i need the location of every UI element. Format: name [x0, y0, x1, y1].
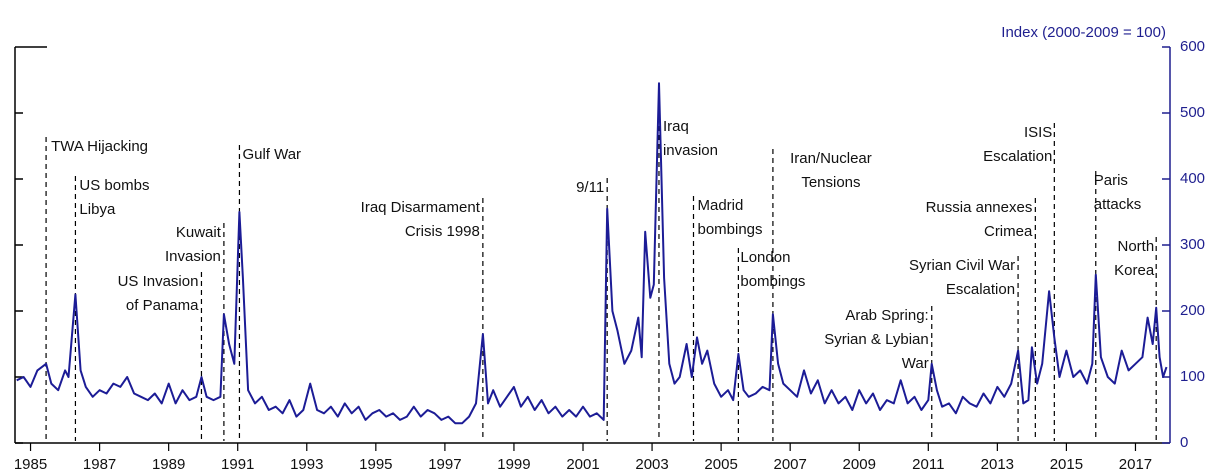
y-tick-label: 400: [1180, 170, 1205, 187]
event-label: invasion: [663, 142, 718, 159]
event-label: Libya: [79, 201, 116, 218]
x-tick-label: 1989: [152, 456, 185, 473]
x-tick-label: 2009: [843, 456, 876, 473]
event-label: 9/11: [576, 179, 604, 196]
event-label: bombings: [697, 221, 762, 238]
event-label: US bombs: [79, 177, 149, 194]
event-label: Madrid: [697, 197, 743, 214]
series-line: [16, 82, 1168, 425]
event-label: Russia annexes: [926, 199, 1033, 216]
x-tick-label: 2007: [773, 456, 806, 473]
event-label: of Panama: [126, 297, 199, 314]
y-tick-label: 600: [1180, 38, 1205, 55]
event-label: London: [740, 249, 790, 266]
event-label: Iran/Nuclear: [790, 150, 872, 167]
event-label: Crimea: [984, 223, 1033, 240]
y-axis-title: Index (2000-2009 = 100): [1001, 24, 1166, 41]
x-tick-label: 2001: [566, 456, 599, 473]
event-label: Syrian Civil War: [909, 257, 1015, 274]
x-tick-label: 1985: [14, 456, 47, 473]
event-label: Kuwait: [176, 224, 222, 241]
event-label: Syrian & Lybian: [824, 331, 929, 348]
x-tick-label: 1997: [428, 456, 461, 473]
event-label: US Invasion: [118, 273, 199, 290]
x-tick-label: 2005: [704, 456, 737, 473]
x-tick-label: 2013: [981, 456, 1014, 473]
y-tick-label: 300: [1180, 236, 1205, 253]
x-tick-label: 2015: [1050, 456, 1083, 473]
event-label: ISIS: [1024, 124, 1052, 141]
event-label: Korea: [1114, 262, 1155, 279]
x-tick-label: 2017: [1119, 456, 1152, 473]
x-tick-label: 2011: [912, 456, 944, 473]
event-label: North: [1118, 238, 1155, 255]
x-tick-label: 1987: [83, 456, 116, 473]
event-label: Tensions: [801, 174, 860, 191]
x-tick-label: 1993: [290, 456, 323, 473]
event-label: Gulf War: [242, 146, 301, 163]
y-tick-label: 0: [1180, 434, 1188, 451]
event-label: TWA Hijacking: [51, 138, 148, 155]
event-label: War: [902, 355, 929, 372]
event-label: Escalation: [983, 148, 1052, 165]
y-tick-label: 500: [1180, 104, 1205, 121]
x-tick-label: 1991: [221, 456, 254, 473]
x-tick-label: 2003: [635, 456, 668, 473]
event-label: Crisis 1998: [405, 223, 480, 240]
event-label: Invasion: [165, 248, 221, 265]
x-tick-label: 1995: [359, 456, 392, 473]
event-label: Iraq: [663, 118, 689, 135]
y-tick-label: 200: [1180, 302, 1205, 319]
y-tick-label: 100: [1180, 368, 1205, 385]
event-label: Escalation: [946, 281, 1015, 298]
event-label: bombings: [740, 273, 805, 290]
event-label: Arab Spring:: [845, 307, 928, 324]
event-label: attacks: [1094, 196, 1142, 213]
x-tick-label: 1999: [497, 456, 530, 473]
event-label: Iraq Disarmament: [361, 199, 481, 216]
event-label: Paris: [1094, 172, 1128, 189]
